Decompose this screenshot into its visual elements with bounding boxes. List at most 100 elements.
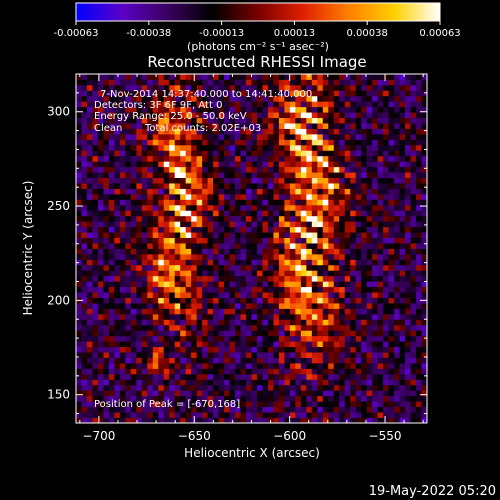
heatmap-cell	[224, 183, 230, 189]
heatmap-cell	[119, 199, 126, 206]
heatmap-cell	[416, 297, 422, 304]
heatmap-cell	[256, 275, 263, 282]
heatmap-cell	[141, 193, 148, 200]
heatmap-cell	[114, 357, 121, 364]
heatmap-cell	[224, 401, 230, 408]
heatmap-cell	[224, 128, 230, 135]
heatmap-cell	[136, 357, 143, 364]
heatmap-cell	[405, 232, 411, 238]
heatmap-cell	[317, 281, 324, 288]
heatmap-cell	[289, 346, 296, 353]
heatmap-cell	[185, 308, 192, 315]
heatmap-cell	[130, 363, 137, 369]
heatmap-cell	[191, 144, 198, 151]
heatmap-cell	[130, 106, 137, 113]
heatmap-cell	[130, 319, 137, 326]
heatmap-cell	[267, 106, 274, 113]
heatmap-cell	[136, 221, 143, 228]
heatmap-cell	[410, 188, 417, 195]
heatmap-cell	[229, 237, 236, 244]
heatmap-cell	[372, 368, 379, 375]
heatmap-cell	[103, 117, 110, 124]
heatmap-cell	[86, 101, 93, 108]
heatmap-cell	[213, 412, 219, 418]
heatmap-cell	[202, 330, 209, 337]
heatmap-cell	[372, 95, 379, 102]
heatmap-cell	[361, 352, 368, 358]
heatmap-cell	[81, 395, 88, 402]
heatmap-cell	[344, 101, 351, 108]
heatmap-cell	[224, 297, 230, 304]
heatmap-cell	[339, 401, 346, 408]
heatmap-cell	[103, 417, 110, 424]
heatmap-cell	[399, 281, 406, 288]
heatmap-cell	[372, 297, 379, 304]
heatmap-cell	[278, 373, 285, 380]
heatmap-cell	[76, 155, 82, 162]
heatmap-cell	[355, 303, 362, 309]
heatmap-cell	[152, 101, 159, 108]
heatmap-cell	[202, 133, 209, 140]
heatmap-cell	[333, 123, 340, 129]
heatmap-cell	[251, 412, 258, 418]
heatmap-cell	[81, 112, 88, 119]
heatmap-cell	[339, 281, 346, 288]
heatmap-cell	[361, 243, 368, 249]
heatmap-cell	[355, 128, 362, 135]
heatmap-cell	[207, 297, 214, 304]
heatmap-cell	[97, 232, 104, 238]
heatmap-cell	[267, 243, 274, 249]
heatmap-cell	[410, 401, 417, 408]
heatmap-cell	[158, 166, 165, 173]
heatmap-cell	[125, 335, 132, 342]
heatmap-cell	[311, 243, 318, 249]
heatmap-cell	[262, 270, 269, 277]
heatmap-cell	[361, 215, 368, 222]
heatmap-cell	[196, 215, 203, 222]
heatmap-cell	[366, 281, 373, 288]
heatmap-cell	[300, 308, 307, 315]
heatmap-cell	[317, 259, 324, 266]
heatmap-cell	[295, 133, 302, 140]
heatmap-cell	[224, 106, 230, 113]
heatmap-cell	[163, 417, 170, 424]
heatmap-cell	[410, 395, 417, 402]
heatmap-cell	[103, 253, 110, 260]
heatmap-cell	[300, 357, 307, 364]
heatmap-cell	[410, 210, 417, 217]
heatmap-cell	[399, 139, 406, 146]
heatmap-cell	[76, 319, 82, 326]
heatmap-cell	[339, 74, 346, 80]
heatmap-cell	[355, 319, 362, 326]
heatmap-cell	[103, 275, 110, 282]
heatmap-cell	[322, 232, 329, 238]
heatmap-cell	[344, 144, 351, 151]
heatmap-cell	[410, 237, 417, 244]
y-tick-label: 150	[47, 388, 70, 402]
heatmap-cell	[273, 373, 280, 380]
heatmap-cell	[191, 177, 198, 184]
heatmap-cell	[158, 270, 165, 277]
heatmap-cell	[114, 341, 121, 348]
heatmap-cell	[86, 232, 93, 238]
heatmap-cell	[350, 188, 357, 195]
heatmap-cell	[394, 281, 400, 288]
heatmap-cell	[366, 210, 373, 217]
heatmap-cell	[158, 324, 165, 331]
heatmap-cell	[97, 259, 104, 266]
heatmap-cell	[300, 368, 307, 375]
heatmap-cell	[125, 330, 132, 337]
heatmap-cell	[235, 95, 241, 102]
heatmap-cell	[86, 123, 93, 129]
heatmap-cell	[235, 204, 241, 211]
heatmap-cell	[289, 128, 296, 135]
heatmap-cell	[240, 264, 247, 271]
heatmap-cell	[202, 221, 209, 228]
heatmap-cell	[355, 275, 362, 282]
heatmap-cell	[300, 166, 307, 173]
heatmap-cell	[125, 275, 132, 282]
heatmap-cell	[202, 259, 209, 266]
heatmap-cell	[213, 166, 219, 173]
heatmap-cell	[284, 161, 291, 168]
